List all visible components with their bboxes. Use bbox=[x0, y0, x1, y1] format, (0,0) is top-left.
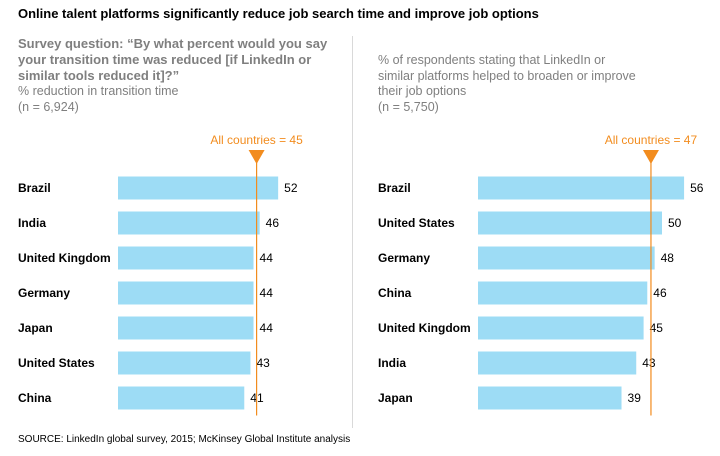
right-bar bbox=[478, 281, 648, 305]
right-bar-chart: Brazil 56 United States 50 Germany 48 China 46 U… bbox=[378, 133, 704, 416]
left-bar bbox=[118, 386, 245, 410]
right-reference-label: All countries = 47 bbox=[605, 133, 698, 147]
chart-title: Online talent platforms significantly re… bbox=[18, 6, 539, 21]
right-category-label: Brazil bbox=[378, 181, 411, 195]
left-bar-chart: Brazil 52 India 46 United Kingdom 44 Germany 44… bbox=[18, 133, 303, 416]
right-bar bbox=[478, 246, 655, 270]
right-measure-line: their job options bbox=[378, 84, 467, 98]
left-category-label: Germany bbox=[18, 286, 70, 300]
left-question-line: similar tools reduced it]?” bbox=[18, 68, 180, 83]
left-category-label: Japan bbox=[18, 321, 53, 335]
right-value-label: 50 bbox=[668, 216, 682, 230]
right-category-label: Japan bbox=[378, 391, 413, 405]
source-note: SOURCE: LinkedIn global survey, 2015; Mc… bbox=[18, 434, 351, 445]
right-value-label: 39 bbox=[628, 391, 642, 405]
panel-divider bbox=[352, 36, 353, 428]
left-category-label: United Kingdom bbox=[18, 251, 111, 265]
right-category-label: China bbox=[378, 286, 412, 300]
right-category-label: United Kingdom bbox=[378, 321, 471, 335]
left-category-label: India bbox=[18, 216, 46, 230]
left-value-label: 52 bbox=[284, 181, 298, 195]
left-value-label: 46 bbox=[266, 216, 280, 230]
left-category-label: United States bbox=[18, 356, 95, 370]
left-measure: % reduction in transition time (n = 6,92… bbox=[18, 84, 179, 115]
right-value-label: 48 bbox=[661, 251, 675, 265]
left-value-label: 44 bbox=[260, 286, 274, 300]
left-bar bbox=[118, 316, 254, 340]
left-bar bbox=[118, 211, 260, 235]
right-reference-marker-icon bbox=[642, 150, 659, 164]
right-bar bbox=[478, 176, 685, 200]
right-category-label: Germany bbox=[378, 251, 430, 265]
left-sample-size: (n = 6,924) bbox=[18, 99, 79, 114]
left-value-label: 44 bbox=[260, 251, 274, 265]
left-question-line: your transition time was reduced [if Lin… bbox=[18, 52, 312, 67]
left-value-label: 43 bbox=[256, 356, 270, 370]
right-measure: % of respondents stating that LinkedIn o… bbox=[378, 53, 636, 115]
right-value-label: 46 bbox=[653, 286, 667, 300]
right-bar bbox=[478, 316, 644, 340]
left-measure-label: % reduction in transition time bbox=[18, 84, 179, 98]
right-measure-line: % of respondents stating that LinkedIn o… bbox=[378, 53, 606, 67]
right-bar bbox=[478, 211, 662, 235]
right-value-label: 43 bbox=[642, 356, 656, 370]
right-category-label: United States bbox=[378, 216, 455, 230]
left-value-label: 44 bbox=[260, 321, 274, 335]
left-question: Survey question: “By what percent would … bbox=[18, 36, 327, 84]
left-reference-marker-icon bbox=[248, 150, 265, 164]
left-bar bbox=[118, 281, 254, 305]
right-bar bbox=[478, 386, 622, 410]
right-bar bbox=[478, 351, 637, 375]
left-bar bbox=[118, 246, 254, 270]
left-question-line: Survey question: “By what percent would … bbox=[18, 36, 328, 51]
left-reference-label: All countries = 45 bbox=[210, 133, 303, 147]
left-category-label: China bbox=[18, 391, 52, 405]
left-bar bbox=[118, 176, 279, 200]
left-bar bbox=[118, 351, 251, 375]
right-category-label: India bbox=[378, 356, 406, 370]
right-value-label: 56 bbox=[690, 181, 704, 195]
right-sample-size: (n = 5,750) bbox=[378, 99, 439, 114]
right-value-label: 45 bbox=[650, 321, 664, 335]
left-category-label: Brazil bbox=[18, 181, 51, 195]
right-measure-line: similar platforms helped to broaden or i… bbox=[378, 68, 636, 83]
